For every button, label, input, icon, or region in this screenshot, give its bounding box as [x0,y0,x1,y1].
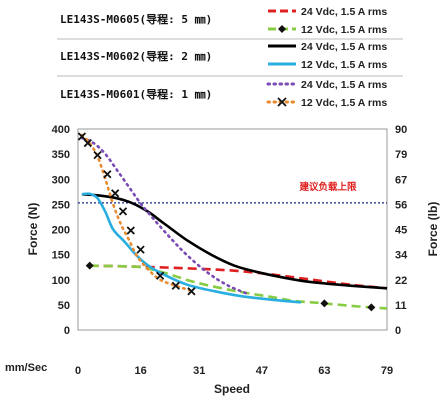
series-marker-5 [118,207,128,216]
series-line-3 [81,192,302,304]
series-marker-5 [156,271,165,280]
legend: LE143S-M0605(导程: 5 ㎜) LE143S-M0602(导程: 2… [57,6,403,109]
y-axis-title: Force (N) [26,203,40,256]
plot-area-frame [77,128,388,331]
y-tick-label: 250 [52,199,70,211]
y2-axis-title: Force (lb) [426,202,440,257]
x-tick-label: 31 [193,365,205,377]
series-marker-5 [77,132,87,141]
legend-label-0605-12v: 12 Vdc, 1.5 A rms [301,24,387,36]
x-tick-label: 0 [75,365,81,377]
y-tick-label: 200 [52,225,70,237]
x-tick-label: 47 [256,365,268,377]
y-tick-label: 50 [58,300,70,312]
y2-tick-label: 45 [395,225,407,237]
legend-swatch-0605-12v-marker [278,25,286,33]
y-tick-label: 300 [52,174,70,186]
legend-label-0601-12v: 12 Vdc, 1.5 A rms [301,97,387,109]
legend-label-0602-24v: 24 Vdc, 1.5 A rms [301,41,387,53]
y-tick-label: 100 [52,275,70,287]
legend-label-0602-12v: 12 Vdc, 1.5 A rms [301,59,387,71]
x-tick-label: 16 [134,365,146,377]
y2-tick-label: 79 [395,149,407,161]
series-marker-5 [126,226,135,235]
legend-swatch-0601-12v-marker [277,97,287,107]
y-tick-label: 0 [64,325,70,337]
reference-line-group: 建议负载上限 [78,181,387,204]
y-tick-label: 400 [52,124,70,136]
y2-tick-label: 11 [395,300,407,312]
axis-ticks: 0 0 50 11 100 22 150 34 200 45 250 56 300 67 350 79 400 9… [52,124,408,377]
legend-label-0601-24v: 24 Vdc, 1.5 A rms [301,79,387,91]
series-line-1 [89,264,388,310]
series-marker-5 [171,281,180,290]
series-group [77,132,388,312]
series-line-2 [81,193,388,290]
x-axis-title: Speed [214,382,250,396]
series-marker-5 [136,245,145,254]
y-tick-label: 150 [52,250,70,262]
y-tick-label: 350 [52,149,70,161]
y2-tick-label: 22 [395,275,407,287]
series-marker-1 [85,261,94,270]
series-marker-5 [187,287,196,296]
series-marker-1 [367,303,376,312]
reference-line-label: 建议负载上限 [298,181,357,193]
series-marker-5 [103,170,112,179]
y2-tick-label: 56 [395,199,407,211]
series-marker-5 [111,189,120,198]
legend-label-0605-24v: 24 Vdc, 1.5 A rms [301,6,387,18]
x-tick-label: 79 [381,365,393,377]
series-marker-5 [83,138,92,148]
series-line-0 [89,264,388,290]
y2-tick-label: 34 [395,250,408,262]
legend-model-0601: LE143S-M0601(导程: 1 ㎜) [60,87,212,101]
legend-model-0602: LE143S-M0602(导程: 2 ㎜) [60,49,212,63]
legend-model-0605: LE143S-M0605(导程: 5 ㎜) [60,12,212,26]
y2-tick-label: 0 [395,325,401,337]
x-tick-label: 63 [318,365,330,377]
series-line-4 [80,136,248,295]
series-marker-1 [320,299,329,308]
x-unit-label: mm/Sec [5,362,47,374]
y2-tick-label: 90 [395,124,407,136]
series-marker-5 [93,150,102,160]
y2-tick-label: 67 [395,174,407,186]
